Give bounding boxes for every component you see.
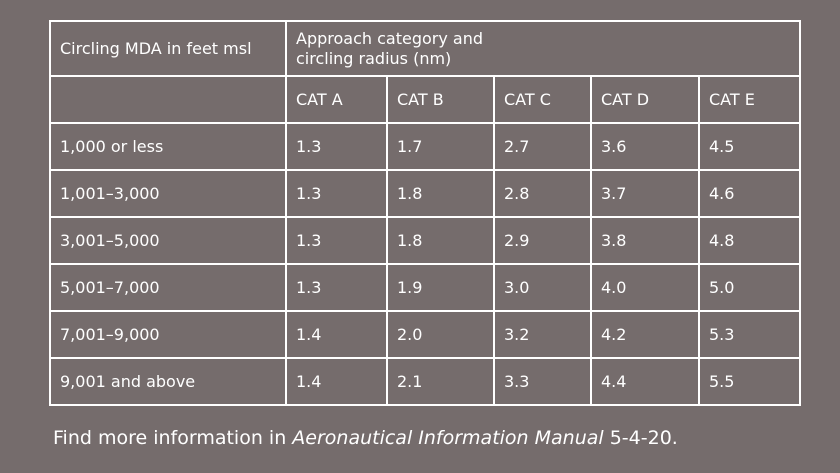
cell-value: 2.0 bbox=[386, 310, 495, 359]
footer-manual-title: Aeronautical Information Manual bbox=[292, 427, 604, 449]
footer-suffix: 5-4-20. bbox=[603, 427, 678, 449]
table-row: 7,001–9,000 1.4 2.0 3.2 4.2 5.3 bbox=[49, 310, 802, 359]
cell-value: 3.2 bbox=[493, 310, 592, 359]
category-header-cat-d: CAT D bbox=[590, 75, 700, 124]
table-row: 5,001–7,000 1.3 1.9 3.0 4.0 5.0 bbox=[49, 263, 802, 312]
table-header-row: Circling MDA in feet msl Approach catego… bbox=[49, 20, 802, 77]
cell-value: 2.7 bbox=[493, 122, 592, 171]
cell-value: 3.6 bbox=[590, 122, 700, 171]
cell-value: 1.3 bbox=[285, 216, 388, 265]
table-row: 1,000 or less 1.3 1.7 2.7 3.6 4.5 bbox=[49, 122, 802, 171]
cell-value: 4.0 bbox=[590, 263, 700, 312]
circling-radius-table: Circling MDA in feet msl Approach catego… bbox=[49, 20, 802, 406]
footer-reference-note: Find more information in Aeronautical In… bbox=[53, 427, 678, 449]
cell-value: 1.3 bbox=[285, 263, 388, 312]
header-approach-line1: Approach category and bbox=[296, 28, 483, 48]
cell-value: 5.3 bbox=[697, 310, 802, 359]
cell-value: 1.8 bbox=[386, 216, 495, 265]
cell-value: 1.3 bbox=[285, 169, 388, 218]
footer-prefix: Find more information in bbox=[53, 427, 293, 449]
cell-value: 2.9 bbox=[493, 216, 592, 265]
cell-value: 4.5 bbox=[697, 122, 802, 171]
table-row: 9,001 and above 1.4 2.1 3.3 4.4 5.5 bbox=[49, 357, 802, 406]
category-header-cat-e: CAT E bbox=[697, 75, 802, 124]
header-approach-category-cell: Approach category and circling radius (n… bbox=[284, 20, 802, 77]
cell-value: 1.4 bbox=[285, 310, 388, 359]
table-row: 3,001–5,000 1.3 1.8 2.9 3.8 4.8 bbox=[49, 216, 802, 265]
cell-value: 3.0 bbox=[493, 263, 592, 312]
row-label: 1,000 or less bbox=[49, 122, 287, 171]
cell-value: 2.8 bbox=[493, 169, 592, 218]
cell-value: 3.8 bbox=[590, 216, 700, 265]
table-row: 1,001–3,000 1.3 1.8 2.8 3.7 4.6 bbox=[49, 169, 802, 218]
row-label: 9,001 and above bbox=[49, 357, 287, 406]
cell-value: 5.5 bbox=[697, 357, 802, 406]
header-approach-line2: circling radius (nm) bbox=[296, 48, 452, 68]
cell-value: 5.0 bbox=[697, 263, 802, 312]
cell-value: 4.6 bbox=[697, 169, 802, 218]
category-header-cat-a: CAT A bbox=[285, 75, 388, 124]
cell-value: 4.4 bbox=[590, 357, 700, 406]
category-header-row: CAT A CAT B CAT C CAT D CAT E bbox=[49, 75, 802, 124]
cell-value: 1.7 bbox=[386, 122, 495, 171]
row-label: 3,001–5,000 bbox=[49, 216, 287, 265]
cell-value: 3.3 bbox=[493, 357, 592, 406]
circling-radius-table-container: Circling MDA in feet msl Approach catego… bbox=[49, 20, 802, 406]
cell-value: 3.7 bbox=[590, 169, 700, 218]
category-header-cat-b: CAT B bbox=[386, 75, 495, 124]
cell-value: 4.2 bbox=[590, 310, 700, 359]
cell-value: 1.4 bbox=[285, 357, 388, 406]
header-mda-cell: Circling MDA in feet msl bbox=[49, 20, 287, 77]
row-label: 1,001–3,000 bbox=[49, 169, 287, 218]
row-label: 7,001–9,000 bbox=[49, 310, 287, 359]
cell-value: 1.9 bbox=[386, 263, 495, 312]
cell-value: 1.8 bbox=[386, 169, 495, 218]
category-header-cat-c: CAT C bbox=[493, 75, 592, 124]
cell-value: 1.3 bbox=[285, 122, 388, 171]
cell-value: 4.8 bbox=[697, 216, 802, 265]
cell-value: 2.1 bbox=[386, 357, 495, 406]
row-label: 5,001–7,000 bbox=[49, 263, 287, 312]
category-header-empty-cell bbox=[49, 75, 287, 124]
